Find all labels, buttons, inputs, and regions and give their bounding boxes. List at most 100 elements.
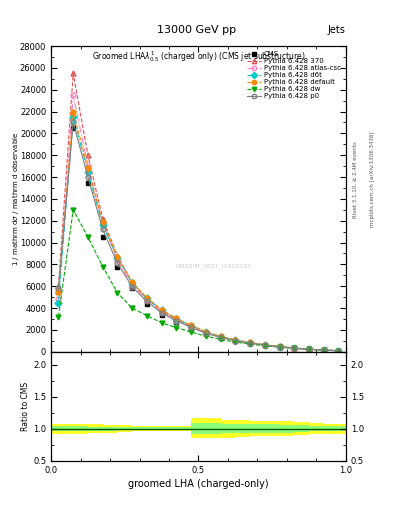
Pythia 6.428 370 bbox=[159, 308, 164, 314]
Pythia 6.428 atlas-csc bbox=[100, 220, 105, 226]
Pythia 6.428 p0 bbox=[130, 284, 134, 290]
Pythia 6.428 p0 bbox=[204, 330, 208, 336]
Text: CMSSIM_2021_I1920187: CMSSIM_2021_I1920187 bbox=[175, 263, 251, 269]
Pythia 6.428 default bbox=[145, 294, 149, 301]
Pythia 6.428 dw bbox=[307, 347, 311, 353]
Pythia 6.428 dw bbox=[321, 347, 326, 353]
Pythia 6.428 dw bbox=[233, 339, 238, 345]
Pythia 6.428 p0 bbox=[159, 310, 164, 316]
X-axis label: groomed LHA (charged-only): groomed LHA (charged-only) bbox=[128, 479, 269, 489]
Pythia 6.428 p0 bbox=[218, 334, 223, 340]
Pythia 6.428 default bbox=[174, 315, 179, 322]
Pythia 6.428 d6t bbox=[159, 307, 164, 313]
Pythia 6.428 370 bbox=[204, 330, 208, 336]
Pythia 6.428 atlas-csc bbox=[292, 345, 297, 351]
Pythia 6.428 370 bbox=[174, 316, 179, 323]
Pythia 6.428 p0 bbox=[321, 347, 326, 353]
Pythia 6.428 370 bbox=[263, 342, 267, 348]
Pythia 6.428 atlas-csc bbox=[159, 309, 164, 315]
Pythia 6.428 atlas-csc bbox=[145, 297, 149, 304]
Pythia 6.428 dw bbox=[248, 341, 252, 347]
Pythia 6.428 d6t bbox=[130, 280, 134, 286]
Pythia 6.428 d6t bbox=[248, 339, 252, 346]
Pythia 6.428 d6t bbox=[336, 348, 341, 354]
CMS bbox=[145, 301, 149, 307]
Pythia 6.428 default bbox=[248, 339, 252, 346]
Pythia 6.428 default bbox=[56, 289, 61, 295]
CMS bbox=[248, 340, 252, 347]
Pythia 6.428 p0 bbox=[145, 298, 149, 305]
Pythia 6.428 atlas-csc bbox=[71, 92, 75, 98]
Pythia 6.428 dw bbox=[204, 333, 208, 339]
Pythia 6.428 default bbox=[100, 219, 105, 225]
Pythia 6.428 dw bbox=[263, 343, 267, 349]
Pythia 6.428 d6t bbox=[115, 255, 120, 261]
CMS bbox=[115, 264, 120, 270]
Pythia 6.428 p0 bbox=[292, 345, 297, 351]
CMS bbox=[218, 335, 223, 341]
Pythia 6.428 d6t bbox=[233, 337, 238, 343]
Pythia 6.428 p0 bbox=[71, 119, 75, 125]
Line: CMS: CMS bbox=[56, 125, 341, 353]
Pythia 6.428 dw bbox=[159, 319, 164, 326]
Pythia 6.428 p0 bbox=[56, 285, 61, 291]
CMS bbox=[204, 331, 208, 337]
Pythia 6.428 atlas-csc bbox=[189, 324, 193, 330]
Pythia 6.428 dw bbox=[71, 207, 75, 213]
Pythia 6.428 p0 bbox=[248, 340, 252, 346]
Pythia 6.428 370 bbox=[336, 348, 341, 354]
Pythia 6.428 dw bbox=[336, 348, 341, 354]
Pythia 6.428 default bbox=[321, 347, 326, 353]
CMS bbox=[100, 234, 105, 240]
Pythia 6.428 default bbox=[307, 346, 311, 352]
CMS bbox=[292, 346, 297, 352]
Pythia 6.428 d6t bbox=[174, 316, 179, 322]
Pythia 6.428 370 bbox=[292, 345, 297, 351]
Pythia 6.428 d6t bbox=[100, 222, 105, 228]
Pythia 6.428 atlas-csc bbox=[86, 163, 90, 169]
Pythia 6.428 d6t bbox=[189, 323, 193, 329]
Pythia 6.428 dw bbox=[145, 312, 149, 318]
Pythia 6.428 dw bbox=[86, 234, 90, 240]
Pythia 6.428 atlas-csc bbox=[263, 342, 267, 348]
Pythia 6.428 370 bbox=[233, 337, 238, 343]
Text: mcplots.cern.ch [arXiv:1306.3436]: mcplots.cern.ch [arXiv:1306.3436] bbox=[370, 132, 375, 227]
Pythia 6.428 default bbox=[130, 279, 134, 285]
Pythia 6.428 p0 bbox=[307, 346, 311, 352]
Pythia 6.428 default bbox=[71, 109, 75, 115]
Pythia 6.428 atlas-csc bbox=[174, 317, 179, 324]
Pythia 6.428 default bbox=[277, 344, 282, 350]
Pythia 6.428 atlas-csc bbox=[115, 257, 120, 263]
Pythia 6.428 dw bbox=[174, 325, 179, 331]
Pythia 6.428 atlas-csc bbox=[321, 347, 326, 353]
Pythia 6.428 atlas-csc bbox=[130, 282, 134, 288]
Legend: CMS, Pythia 6.428 370, Pythia 6.428 atlas-csc, Pythia 6.428 d6t, Pythia 6.428 de: CMS, Pythia 6.428 370, Pythia 6.428 atla… bbox=[246, 50, 342, 100]
CMS bbox=[189, 326, 193, 332]
Pythia 6.428 p0 bbox=[189, 324, 193, 330]
Pythia 6.428 370 bbox=[218, 334, 223, 340]
CMS bbox=[71, 125, 75, 131]
Pythia 6.428 p0 bbox=[263, 342, 267, 348]
Pythia 6.428 p0 bbox=[233, 337, 238, 344]
Pythia 6.428 default bbox=[189, 322, 193, 328]
Pythia 6.428 d6t bbox=[204, 329, 208, 335]
Pythia 6.428 atlas-csc bbox=[204, 330, 208, 336]
CMS bbox=[336, 348, 341, 354]
Pythia 6.428 d6t bbox=[292, 345, 297, 351]
Pythia 6.428 d6t bbox=[56, 300, 61, 306]
Line: Pythia 6.428 p0: Pythia 6.428 p0 bbox=[56, 120, 341, 353]
Pythia 6.428 370 bbox=[277, 344, 282, 350]
Text: Jets: Jets bbox=[328, 25, 346, 35]
Line: Pythia 6.428 default: Pythia 6.428 default bbox=[56, 109, 341, 353]
Pythia 6.428 d6t bbox=[86, 168, 90, 175]
Pythia 6.428 p0 bbox=[336, 348, 341, 354]
Line: Pythia 6.428 370: Pythia 6.428 370 bbox=[56, 71, 341, 353]
Pythia 6.428 370 bbox=[321, 347, 326, 353]
Pythia 6.428 370 bbox=[130, 280, 134, 286]
Pythia 6.428 dw bbox=[100, 264, 105, 270]
Pythia 6.428 default bbox=[263, 342, 267, 348]
Pythia 6.428 default bbox=[204, 329, 208, 335]
Pythia 6.428 d6t bbox=[71, 114, 75, 120]
Pythia 6.428 370 bbox=[145, 295, 149, 302]
Pythia 6.428 dw bbox=[218, 336, 223, 343]
